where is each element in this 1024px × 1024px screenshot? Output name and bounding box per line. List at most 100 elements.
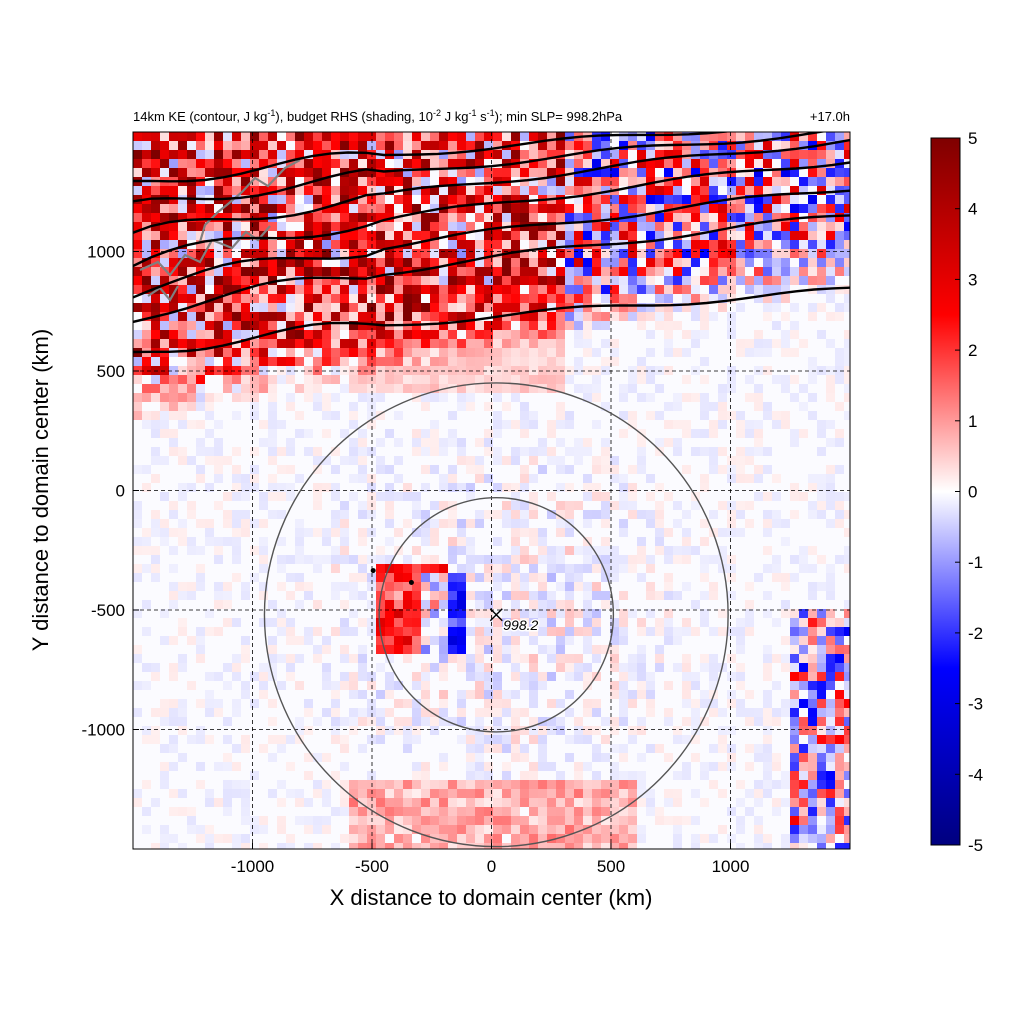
shading-cell bbox=[160, 357, 169, 366]
shading-cell bbox=[565, 600, 574, 609]
shading-cell bbox=[610, 690, 619, 699]
shading-cell bbox=[655, 222, 664, 231]
shading-cell bbox=[403, 294, 412, 303]
shading-cell bbox=[304, 195, 313, 204]
shading-cell bbox=[547, 303, 556, 312]
shading-cell bbox=[241, 312, 250, 321]
shading-cell bbox=[781, 411, 790, 420]
shading-cell bbox=[502, 132, 511, 141]
shading-cell bbox=[340, 213, 349, 222]
shading-cell bbox=[763, 510, 772, 519]
shading-cell bbox=[376, 366, 385, 375]
shading-cell bbox=[718, 546, 727, 555]
shading-cell bbox=[790, 321, 799, 330]
shading-cell bbox=[439, 501, 448, 510]
shading-cell bbox=[187, 510, 196, 519]
shading-cell bbox=[619, 303, 628, 312]
shading-cell bbox=[538, 753, 547, 762]
shading-cell bbox=[214, 159, 223, 168]
shading-cell bbox=[592, 150, 601, 159]
shading-cell bbox=[664, 150, 673, 159]
shading-cell bbox=[619, 258, 628, 267]
shading-cell bbox=[808, 231, 817, 240]
shading-cell bbox=[484, 429, 493, 438]
shading-cell bbox=[448, 150, 457, 159]
shading-cell bbox=[673, 834, 682, 843]
shading-cell bbox=[367, 267, 376, 276]
shading-cell bbox=[232, 618, 241, 627]
shading-cell bbox=[484, 816, 493, 825]
x-tick-label: -500 bbox=[355, 857, 389, 876]
shading-cell bbox=[520, 213, 529, 222]
shading-cell bbox=[529, 825, 538, 834]
shading-cell bbox=[502, 591, 511, 600]
shading-cell bbox=[691, 168, 700, 177]
shading-cell bbox=[430, 789, 439, 798]
shading-cell bbox=[511, 627, 520, 636]
shading-cell bbox=[412, 132, 421, 141]
shading-cell bbox=[151, 843, 160, 849]
shading-cell bbox=[781, 798, 790, 807]
shading-cell bbox=[565, 546, 574, 555]
shading-cell bbox=[196, 393, 205, 402]
shading-cell bbox=[790, 393, 799, 402]
shading-cell bbox=[259, 150, 268, 159]
shading-cell bbox=[313, 141, 322, 150]
shading-cell bbox=[718, 258, 727, 267]
shading-cell bbox=[592, 393, 601, 402]
shading-cell bbox=[592, 384, 601, 393]
shading-cell bbox=[376, 204, 385, 213]
shading-cell bbox=[457, 366, 466, 375]
shading-cell bbox=[358, 717, 367, 726]
shading-cell bbox=[655, 321, 664, 330]
shading-cell bbox=[826, 366, 835, 375]
shading-cell bbox=[142, 168, 151, 177]
shading-cell bbox=[502, 789, 511, 798]
shading-cell bbox=[286, 159, 295, 168]
shading-cell bbox=[529, 420, 538, 429]
shading-cell bbox=[745, 474, 754, 483]
shading-cell bbox=[421, 258, 430, 267]
shading-cell bbox=[403, 573, 412, 582]
shading-cell bbox=[160, 780, 169, 789]
shading-cell bbox=[709, 213, 718, 222]
shading-cell bbox=[430, 204, 439, 213]
shading-cell bbox=[421, 402, 430, 411]
shading-cell bbox=[214, 141, 223, 150]
shading-cell bbox=[223, 807, 232, 816]
shading-cell bbox=[745, 168, 754, 177]
shading-cell bbox=[448, 654, 457, 663]
shading-cell bbox=[268, 321, 277, 330]
shading-cell bbox=[466, 366, 475, 375]
shading-cell bbox=[268, 447, 277, 456]
shading-cell bbox=[718, 465, 727, 474]
shading-cell bbox=[448, 357, 457, 366]
shading-cell bbox=[367, 528, 376, 537]
shading-cell bbox=[448, 510, 457, 519]
shading-cell bbox=[493, 618, 502, 627]
shading-cell bbox=[556, 564, 565, 573]
shading-cell bbox=[718, 420, 727, 429]
shading-cell bbox=[502, 708, 511, 717]
shading-cell bbox=[574, 312, 583, 321]
shading-cell bbox=[358, 708, 367, 717]
shading-cell bbox=[493, 726, 502, 735]
shading-cell bbox=[844, 177, 850, 186]
shading-cell bbox=[385, 690, 394, 699]
shading-cell bbox=[403, 798, 412, 807]
shading-cell bbox=[439, 222, 448, 231]
shading-cell bbox=[583, 222, 592, 231]
shading-cell bbox=[817, 510, 826, 519]
shading-cell bbox=[457, 141, 466, 150]
shading-cell bbox=[511, 663, 520, 672]
shading-cell bbox=[772, 132, 781, 141]
shading-cell bbox=[826, 276, 835, 285]
shading-cell bbox=[286, 150, 295, 159]
shading-cell bbox=[340, 186, 349, 195]
shading-cell bbox=[376, 456, 385, 465]
shading-cell bbox=[610, 357, 619, 366]
shading-cell bbox=[727, 312, 736, 321]
shading-cell bbox=[421, 771, 430, 780]
shading-cell bbox=[475, 510, 484, 519]
shading-cell bbox=[691, 177, 700, 186]
